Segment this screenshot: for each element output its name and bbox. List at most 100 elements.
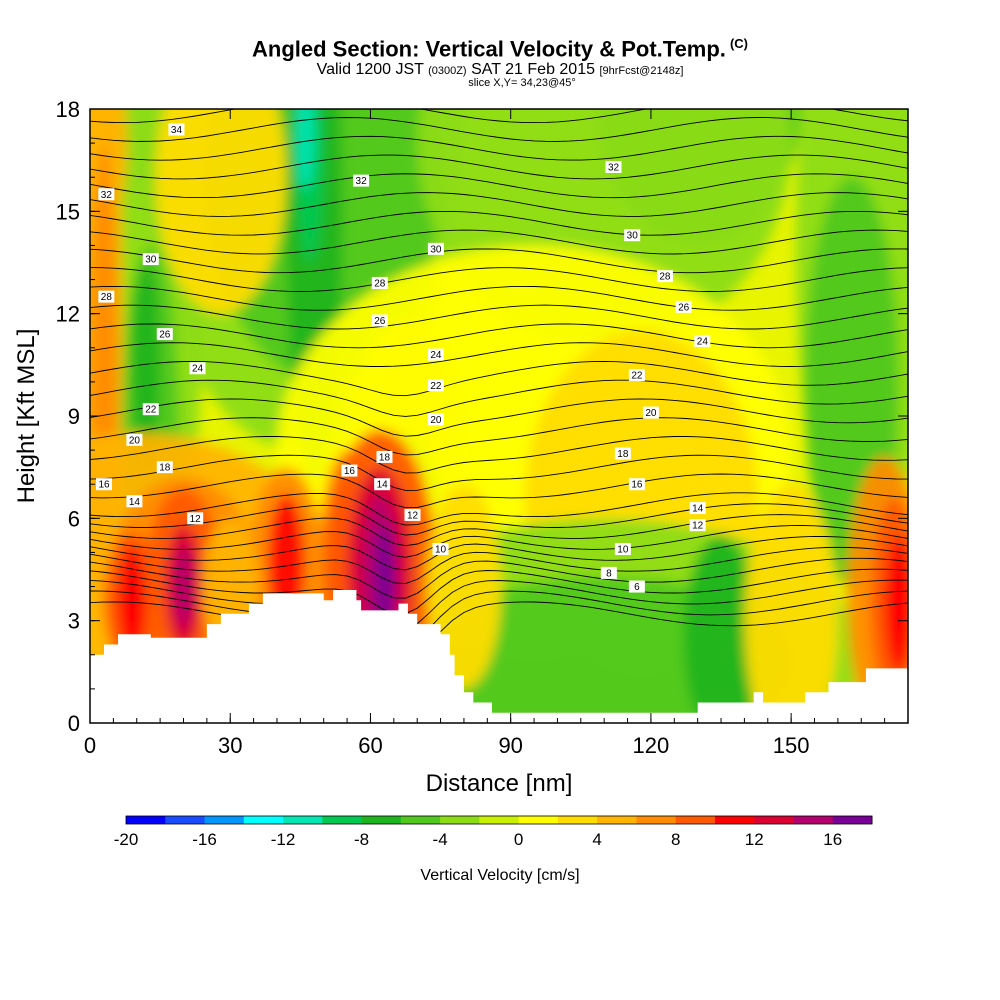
colorbar-swatch — [440, 816, 480, 824]
contour-label: 8 — [600, 566, 617, 579]
isentrope-line — [90, 514, 908, 547]
colorbar-swatch — [126, 816, 166, 824]
contour-label: 24 — [694, 334, 711, 347]
contour-label-box — [614, 447, 631, 460]
contour-label-text: 30 — [145, 255, 157, 266]
contour-label-box — [371, 276, 388, 289]
colorbar-swatch — [165, 816, 206, 824]
contour-label-box — [642, 406, 659, 419]
isentrope-line — [90, 285, 908, 311]
contour-label-box — [432, 543, 449, 556]
contour-label-text: 16 — [98, 480, 110, 491]
velocity-region — [683, 535, 759, 723]
contour-label-box — [675, 300, 692, 313]
contour-label-box — [600, 566, 617, 579]
contour-label-text: 14 — [129, 497, 141, 508]
colorbar-swatch — [636, 816, 677, 824]
contour-label: 32 — [353, 174, 370, 187]
contour-label-text: 22 — [430, 381, 442, 392]
isentrope-line — [90, 117, 908, 142]
contour-label-text: 20 — [129, 435, 141, 446]
colorbar-tick-label: 8 — [671, 830, 680, 849]
contour-label-box — [126, 433, 143, 446]
isentrope-line — [90, 503, 908, 536]
isentrope-line — [90, 109, 908, 124]
contour-label-box — [98, 188, 115, 201]
contour-label-text: 28 — [101, 292, 113, 303]
x-tick-label: 120 — [633, 733, 670, 758]
colorbar-tick-label: 16 — [823, 830, 842, 849]
contour-label: 12 — [187, 512, 204, 525]
contour-labels: 34 32 32 32 30 30 30 28 28 28 26 26 26 24 24 24 22 22 22 20… — [96, 123, 711, 593]
isentrope-line — [90, 192, 908, 217]
contour-label-box — [427, 379, 444, 392]
colorbar-swatch — [557, 816, 598, 824]
x-tick-label: 30 — [218, 733, 242, 758]
contour-label: 16 — [96, 478, 113, 491]
isentrope-line — [90, 379, 908, 417]
terrain-mask — [90, 590, 908, 723]
contour-label-text: 18 — [617, 449, 629, 460]
contour-label: 26 — [675, 300, 692, 313]
isentrope-line — [90, 360, 908, 397]
isentrope-line — [90, 525, 908, 558]
contour-label-text: 28 — [659, 272, 671, 283]
isentrope-line — [90, 210, 908, 236]
contour-label-box — [689, 519, 706, 532]
contour-label-box — [427, 413, 444, 426]
chart-title: Angled Section: Vertical Velocity & Pot.… — [252, 36, 748, 62]
contour-label-box — [189, 362, 206, 375]
x-tick-label: 150 — [773, 733, 810, 758]
isentrope-line — [90, 229, 908, 255]
contour-label: 20 — [642, 406, 659, 419]
velocity-region — [132, 262, 161, 468]
contour-label-text: 6 — [634, 582, 640, 593]
contour-label-box — [628, 369, 645, 382]
contour-label-box — [624, 229, 641, 242]
isentrope-line — [90, 436, 908, 474]
contour-label: 30 — [427, 242, 444, 255]
colorbar-tick-label: 0 — [514, 830, 523, 849]
x-axis-label: Distance [nm] — [426, 770, 573, 797]
isentrope-line — [90, 454, 908, 491]
x-tick-label: 90 — [498, 733, 522, 758]
contour-label-text: 30 — [627, 231, 639, 242]
contour-label-box — [694, 334, 711, 347]
contour-label-text: 14 — [692, 504, 704, 515]
isentrope-line — [90, 173, 908, 199]
velocity-region — [118, 545, 147, 655]
contour-label: 22 — [427, 379, 444, 392]
contour-label: 26 — [371, 314, 388, 327]
colorbar-swatch — [361, 816, 402, 824]
isentrope-line — [90, 248, 908, 274]
contour-label: 34 — [168, 123, 185, 136]
contour-label: 20 — [427, 413, 444, 426]
contour-label-box — [187, 512, 204, 525]
contour-label: 24 — [189, 362, 206, 375]
contour-label: 32 — [605, 160, 622, 173]
isentrope-line — [90, 579, 908, 631]
contour-label-text: 16 — [631, 480, 643, 491]
contour-label-text: 10 — [617, 545, 629, 556]
contour-label-text: 24 — [697, 336, 709, 347]
y-tick-label: 18 — [56, 97, 80, 122]
colorbar-tick-label: -12 — [271, 830, 296, 849]
contour-label-box — [628, 580, 645, 593]
contour-label-text: 8 — [606, 568, 612, 579]
y-tick-label: 12 — [56, 302, 80, 327]
contour-label-text: 26 — [678, 302, 690, 313]
isentrope-line — [90, 135, 908, 161]
velocity-region — [744, 484, 838, 723]
contour-label-text: 24 — [192, 364, 204, 375]
colorbar-swatch — [832, 816, 873, 824]
contour-label-box — [427, 348, 444, 361]
isentrope-line — [90, 398, 908, 437]
contour-label: 10 — [432, 543, 449, 556]
subtitle-forecast: [9hrFcst@2148z] — [599, 65, 684, 77]
contour-label-text: 32 — [356, 176, 368, 187]
velocity-region — [295, 109, 315, 191]
y-tick-label: 0 — [68, 711, 80, 736]
contour-label-box — [96, 478, 113, 491]
contour-label: 14 — [126, 495, 143, 508]
contour-label-box — [374, 478, 391, 491]
